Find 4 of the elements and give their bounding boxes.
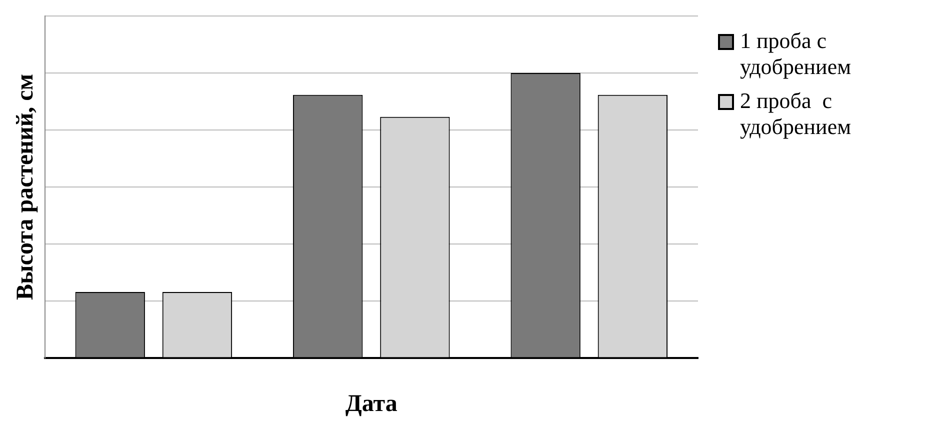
y-axis-title: Высота растений, см [12,74,39,300]
legend-label: 2 проба с удобрением [740,88,852,140]
legend-label: 1 проба с удобрением [740,28,852,80]
x-axis-title: Дата [345,390,398,417]
